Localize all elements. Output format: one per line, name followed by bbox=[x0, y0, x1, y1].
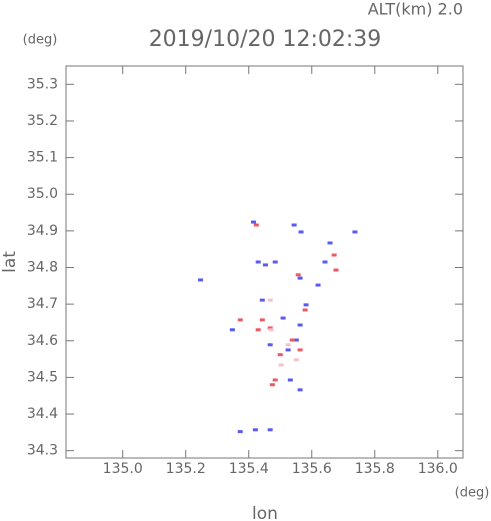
echo-point bbox=[198, 278, 204, 282]
echo-point bbox=[285, 348, 291, 352]
echo-point bbox=[259, 298, 265, 302]
echo-point bbox=[229, 328, 235, 332]
x-tick-label: 135.6 bbox=[292, 461, 332, 477]
echo-point bbox=[259, 318, 265, 322]
y-axis-label: lat bbox=[0, 251, 20, 273]
echo-point bbox=[250, 220, 256, 224]
chart-title: 2019/10/20 12:02:39 bbox=[149, 27, 382, 52]
echo-point bbox=[252, 428, 258, 432]
x-tick-label: 135.2 bbox=[166, 461, 206, 477]
y-tick-label: 34.8 bbox=[27, 259, 58, 275]
y-tick-label: 35.3 bbox=[27, 76, 58, 92]
y-tick-label: 35.0 bbox=[27, 186, 58, 202]
echo-point bbox=[297, 276, 303, 280]
echo-point bbox=[333, 268, 339, 272]
echo-point bbox=[237, 430, 243, 434]
x-axis-label: lon bbox=[252, 504, 278, 521]
echo-point bbox=[322, 260, 328, 264]
y-tick-label: 34.3 bbox=[27, 443, 58, 459]
echo-point bbox=[277, 353, 283, 357]
y-tick-label: 34.7 bbox=[27, 296, 58, 312]
plot-frame bbox=[65, 65, 464, 459]
echo-point bbox=[255, 260, 261, 264]
x-tick-label: 135.8 bbox=[355, 461, 395, 477]
echo-point bbox=[253, 223, 259, 227]
y-unit: (deg) bbox=[23, 33, 58, 48]
y-tick-label: 35.1 bbox=[27, 150, 58, 166]
y-tick-label: 34.6 bbox=[27, 333, 58, 349]
echo-point bbox=[331, 253, 337, 257]
x-tick-label: 135.0 bbox=[103, 461, 143, 477]
echo-point bbox=[327, 241, 333, 245]
echo-point bbox=[262, 263, 268, 267]
x-tick-label: 136.0 bbox=[418, 461, 458, 477]
y-tick-label: 34.4 bbox=[27, 406, 58, 422]
echo-point bbox=[267, 326, 273, 330]
echo-point bbox=[255, 328, 261, 332]
echo-point bbox=[295, 273, 301, 277]
echo-point bbox=[293, 358, 299, 362]
echo-point bbox=[267, 298, 273, 302]
echo-point bbox=[302, 308, 308, 312]
echo-point bbox=[272, 378, 278, 382]
y-tick-label: 34.9 bbox=[27, 223, 58, 239]
echo-point bbox=[269, 383, 275, 387]
echo-point bbox=[297, 388, 303, 392]
y-tick-label: 35.2 bbox=[27, 113, 58, 129]
echo-point bbox=[267, 428, 273, 432]
x-unit: (deg) bbox=[455, 486, 490, 501]
echo-point bbox=[268, 328, 274, 332]
echo-point bbox=[272, 260, 278, 264]
echo-point bbox=[293, 338, 299, 342]
echo-point bbox=[287, 378, 293, 382]
echo-point bbox=[267, 343, 273, 347]
echo-point bbox=[237, 318, 243, 322]
echo-point bbox=[352, 230, 358, 234]
echo-point bbox=[298, 230, 304, 234]
x-tick-label: 135.4 bbox=[229, 461, 269, 477]
echo-point bbox=[285, 343, 291, 347]
echo-point bbox=[315, 283, 321, 287]
echo-point bbox=[291, 223, 297, 227]
y-tick-label: 34.5 bbox=[27, 369, 58, 385]
echo-point bbox=[297, 323, 303, 327]
echo-point bbox=[303, 303, 309, 307]
echo-point bbox=[289, 338, 295, 342]
echo-point bbox=[278, 363, 284, 367]
altitude-label: ALT(km) 2.0 bbox=[368, 0, 463, 19]
echo-point bbox=[280, 316, 286, 320]
echo-point bbox=[297, 348, 303, 352]
